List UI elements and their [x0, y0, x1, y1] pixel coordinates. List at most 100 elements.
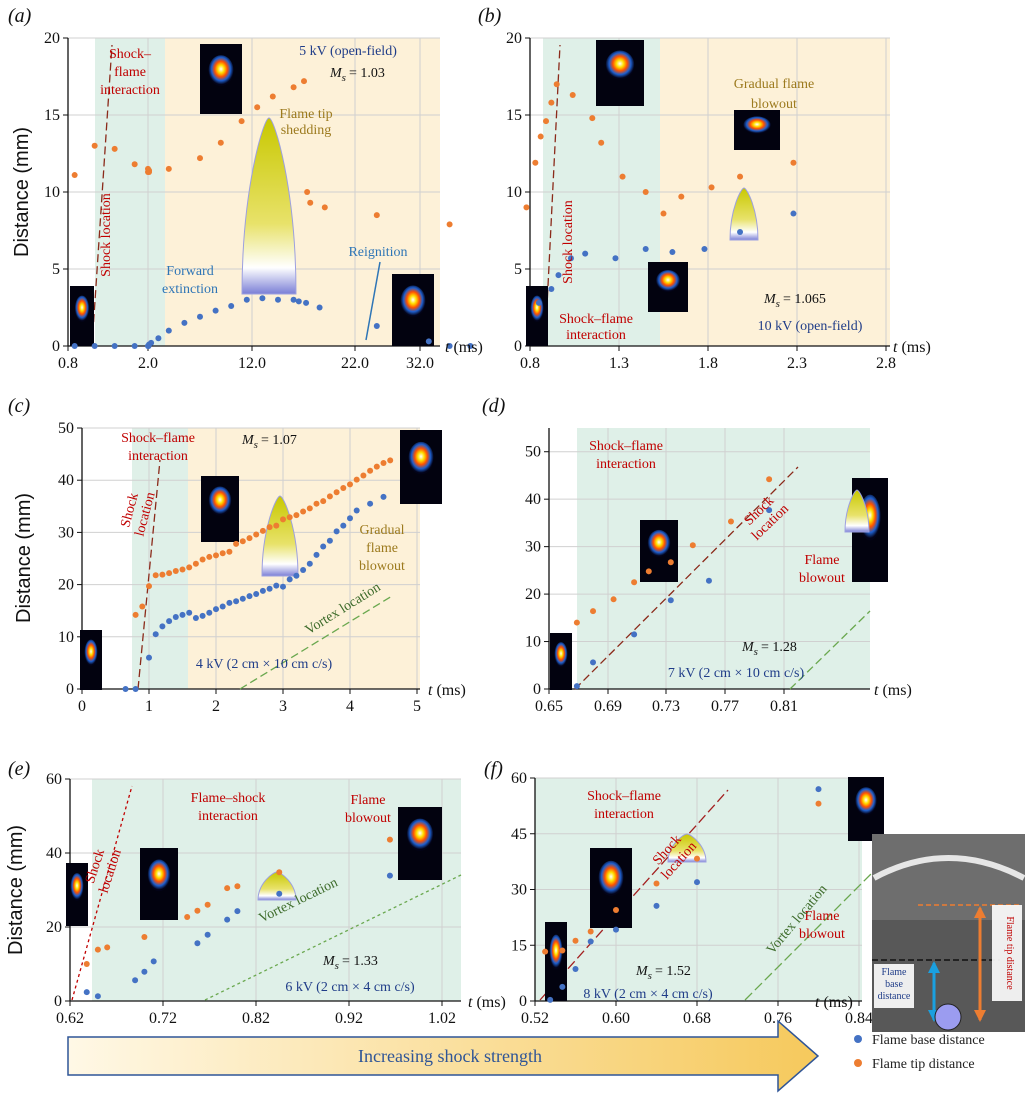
legend-label-base: Flame base distance — [872, 1033, 985, 1048]
tip-distance-point — [266, 524, 273, 531]
flame-image-glow — [598, 860, 624, 897]
tip-distance-point — [94, 946, 101, 953]
base-distance-point — [226, 599, 233, 606]
shock-flame-interaction-label: interaction — [596, 457, 656, 472]
y-axis-title: Distance (mm) — [13, 493, 35, 623]
tip-distance-point — [313, 500, 320, 507]
base-distance-point — [535, 299, 542, 306]
mach-number: Ms = 1.03 — [329, 66, 385, 84]
tip-distance-point — [598, 139, 605, 146]
tip-distance-point — [71, 172, 78, 179]
tip-distance-point — [340, 485, 347, 492]
tip-distance-point — [197, 155, 203, 162]
tip-distance-point — [708, 184, 715, 191]
x-tick-label: 1.8 — [698, 355, 718, 372]
legend-marker-tip — [854, 1059, 862, 1067]
y-tick-label: 45 — [511, 826, 527, 843]
arrow-label: Increasing shock strength — [358, 1046, 542, 1066]
x-tick-label: 2 — [212, 698, 220, 715]
y-tick-label: 10 — [506, 184, 522, 201]
base-distance-point — [71, 343, 78, 349]
base-distance-point — [340, 522, 347, 529]
base-distance-point — [582, 250, 589, 257]
base-distance-point — [259, 587, 266, 594]
tip-distance-point — [532, 159, 539, 166]
y-tick-label: 15 — [44, 107, 60, 124]
tip-distance-point — [139, 603, 146, 610]
x-tick-label: 0.73 — [652, 698, 680, 715]
y-tick-label: 5 — [52, 261, 60, 278]
x-tick-label: 1.02 — [428, 1010, 456, 1027]
tip-distance-point — [159, 571, 166, 578]
shock-flame-interaction-label: interaction — [566, 328, 626, 343]
mach-number: Ms = 1.52 — [635, 964, 691, 982]
base-distance-point — [83, 989, 90, 996]
base-distance-point — [91, 343, 98, 349]
shaded-region-3-2 — [188, 428, 420, 689]
x-tick-label: 1 — [145, 698, 153, 715]
tip-distance-point — [548, 99, 555, 106]
base-distance-point — [548, 286, 555, 293]
x-tick-label: 0.62 — [56, 1010, 84, 1027]
base-distance-point — [253, 590, 260, 597]
x-tick-label: 0.82 — [242, 1010, 270, 1027]
base-distance-point — [122, 686, 129, 692]
base-distance-point — [642, 245, 649, 252]
tip-distance-point — [259, 527, 266, 534]
tip-distance-point — [542, 948, 549, 955]
base-distance-point — [259, 295, 266, 302]
x-tick-label: 0.60 — [602, 1010, 630, 1027]
tip-distance-point — [226, 548, 233, 555]
tip-distance-point — [333, 489, 340, 496]
base-distance-point — [353, 507, 360, 514]
x-tick-label: 0.69 — [594, 698, 622, 715]
base-distance-point — [333, 528, 340, 535]
tip-distance-point — [667, 559, 674, 566]
base-distance-point — [590, 659, 597, 666]
condition-label: 6 kV (2 cm × 4 cm c/s) — [285, 980, 415, 995]
base-distance-point — [146, 654, 152, 661]
x-tick-label: 0.65 — [535, 698, 563, 715]
y-axis-title: Distance (mm) — [5, 825, 27, 955]
base-distance-point — [199, 612, 206, 619]
shaded-region-3-1 — [132, 428, 188, 689]
mach-number: Ms = 1.33 — [322, 954, 378, 972]
tip-distance-point — [219, 550, 226, 557]
base-distance-point — [667, 597, 674, 604]
blowout-label: Flame — [805, 553, 840, 568]
tip-distance-point — [590, 608, 597, 615]
base-distance-point — [111, 343, 118, 349]
base-distance-point — [131, 343, 138, 349]
tip-distance-point — [689, 542, 696, 549]
tip-distance-point — [367, 467, 374, 474]
y-tick-label: 40 — [58, 472, 74, 489]
y-axis-title: Distance (mm) — [11, 127, 33, 257]
tip-distance-point — [199, 556, 206, 563]
base-distance-point — [132, 686, 139, 692]
y-tick-label: 40 — [525, 491, 541, 508]
tip-distance-point — [246, 535, 253, 542]
y-tick-label: 30 — [58, 524, 74, 541]
mach-number: Ms = 1.07 — [241, 433, 297, 451]
condition-label: 10 kV (open-field) — [758, 319, 863, 334]
legend-label-tip: Flame tip distance — [872, 1057, 975, 1072]
tip-distance-point — [537, 133, 544, 140]
tip-distance-point — [386, 836, 393, 843]
tip-distance-point — [238, 118, 245, 125]
flame-image-glow — [84, 639, 98, 666]
x-tick-label: 1.3 — [609, 355, 629, 372]
panel-label: (b) — [478, 5, 502, 27]
base-distance-point — [320, 543, 327, 550]
y-tick-label: 0 — [514, 338, 522, 355]
base-distance-point — [326, 537, 333, 544]
shock-location-line — [91, 44, 113, 347]
shock-flame-interaction-label: flame — [114, 65, 146, 80]
x-tick-label: 0.8 — [58, 355, 78, 372]
tip-distance-point — [645, 568, 652, 575]
y-tick-label: 30 — [511, 882, 527, 899]
condition-label: 5 kV (open-field) — [299, 44, 397, 59]
base-distance-point — [300, 566, 307, 573]
y-tick-label: 10 — [44, 184, 60, 201]
x-tick-label: 12.0 — [238, 355, 266, 372]
y-tick-label: 20 — [46, 919, 62, 936]
